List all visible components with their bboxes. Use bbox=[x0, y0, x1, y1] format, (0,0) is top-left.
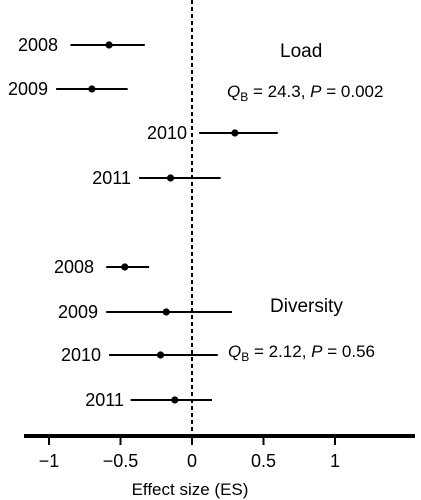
x-tick-label: −0.5 bbox=[103, 451, 139, 471]
year-label: 2011 bbox=[92, 168, 131, 188]
x-axis: −1 −0.5 0 0.5 1 bbox=[24, 434, 415, 471]
group-statistic: QB = 24.3, P = 0.002 bbox=[227, 82, 383, 104]
effect-size-point bbox=[88, 85, 96, 93]
year-label: 2008 bbox=[18, 35, 58, 55]
group-name: Load bbox=[280, 41, 322, 62]
group-labels: Load QB = 24.3, P = 0.002 Diversity QB = 2.… bbox=[227, 41, 383, 364]
year-label: 2008 bbox=[54, 257, 94, 277]
x-tick-label: −1 bbox=[39, 451, 60, 471]
x-axis-label: Effect size (ES) bbox=[132, 480, 249, 499]
effect-size-point bbox=[121, 263, 129, 271]
group-statistic: QB = 2.12, P = 0.56 bbox=[228, 342, 375, 364]
effect-size-point bbox=[231, 129, 239, 137]
year-label: 2010 bbox=[61, 345, 101, 365]
forest-rows: 2008 2009 2010 2011 2008 2009 2010 2011 bbox=[8, 35, 278, 410]
x-tick-label: 0.5 bbox=[251, 451, 276, 471]
group-name: Diversity bbox=[270, 296, 343, 317]
year-label: 2011 bbox=[85, 390, 124, 410]
year-label: 2010 bbox=[147, 123, 187, 143]
effect-size-point bbox=[171, 396, 179, 404]
x-tick-label: 0 bbox=[187, 451, 197, 471]
x-tick-label: 1 bbox=[330, 451, 340, 471]
effect-size-point bbox=[166, 174, 175, 182]
effect-size-point bbox=[156, 351, 165, 359]
effect-size-point bbox=[162, 308, 170, 316]
year-label: 2009 bbox=[8, 79, 48, 99]
effect-size-point bbox=[105, 41, 113, 49]
year-label: 2009 bbox=[58, 302, 98, 322]
